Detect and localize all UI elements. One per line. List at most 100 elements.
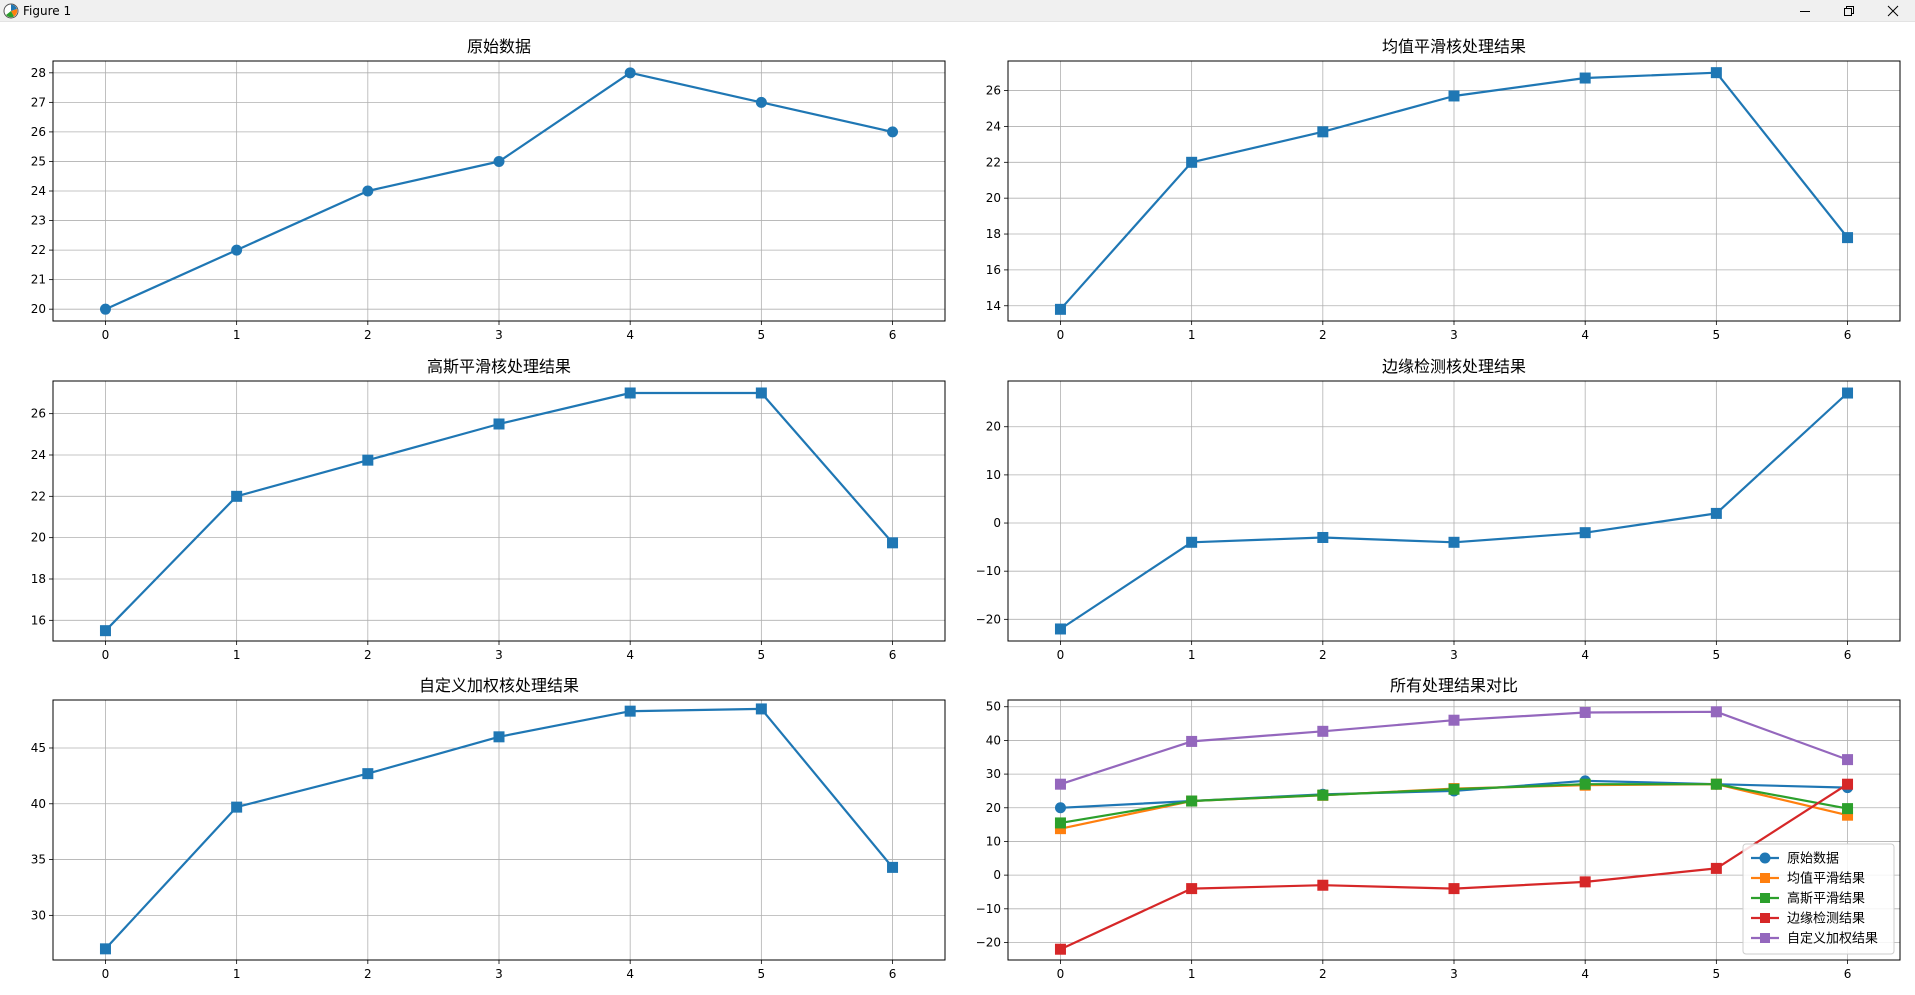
data-point <box>1710 706 1722 718</box>
x-tick-label: 1 <box>1188 328 1196 342</box>
data-point <box>1054 943 1066 955</box>
y-tick-label: 24 <box>31 448 46 462</box>
restore-button[interactable] <box>1827 0 1871 22</box>
x-tick-label: 2 <box>364 328 372 342</box>
legend-entry: 边缘检测结果 <box>1751 912 1865 927</box>
data-point <box>1579 706 1591 718</box>
data-point <box>755 387 767 399</box>
data-point <box>1579 72 1591 84</box>
data-point <box>1054 802 1066 814</box>
y-tick-label: 25 <box>31 154 46 168</box>
x-tick-label: 4 <box>1581 328 1589 342</box>
data-point <box>1448 536 1460 548</box>
y-tick-label: 18 <box>986 227 1001 241</box>
close-button[interactable] <box>1871 0 1915 22</box>
axes-frame <box>52 60 946 322</box>
legend-entry: 自定义加权结果 <box>1751 931 1878 947</box>
x-tick-label: 2 <box>364 648 372 662</box>
legend-marker <box>1760 933 1770 943</box>
y-tick-label: 16 <box>31 613 46 627</box>
y-tick-label: 45 <box>31 741 46 755</box>
data-point <box>1317 725 1329 737</box>
subplot-title: 自定义加权核处理结果 <box>419 676 579 695</box>
data-point <box>1186 536 1198 548</box>
x-tick-label: 3 <box>1450 967 1458 981</box>
x-tick-label: 5 <box>758 967 766 981</box>
data-point <box>493 155 505 167</box>
data-point <box>99 943 111 955</box>
data-point <box>231 244 243 256</box>
y-tick-label: −20 <box>976 935 1001 949</box>
data-point <box>1186 156 1198 168</box>
x-tick-label: 3 <box>1450 648 1458 662</box>
x-tick-label: 5 <box>1713 648 1721 662</box>
data-point <box>99 303 111 315</box>
data-point <box>1579 527 1591 539</box>
data-point <box>362 185 374 197</box>
data-point <box>1710 778 1722 790</box>
data-point <box>493 418 505 430</box>
x-tick-label: 3 <box>495 648 503 662</box>
x-tick-label: 3 <box>495 328 503 342</box>
y-tick-label: 18 <box>31 572 46 586</box>
y-tick-label: 20 <box>986 420 1001 434</box>
data-point <box>493 731 505 743</box>
subplot-4: 边缘检测核处理结果 0 1 2 3 4 5 6 −20 −10 0 10 20 <box>976 357 1901 662</box>
y-tick-label: 22 <box>986 155 1001 169</box>
x-tick-label: 6 <box>1844 967 1852 981</box>
y-tick-label: 21 <box>31 273 46 287</box>
data-point <box>99 625 111 637</box>
subplot-2: 均值平滑核处理结果 0 1 2 3 4 5 6 14 16 18 20 22 24 26 <box>986 37 1901 342</box>
data-point <box>1842 778 1854 790</box>
x-tick-label: 1 <box>1188 648 1196 662</box>
data-point <box>1710 862 1722 874</box>
y-tick-label: 22 <box>31 243 46 257</box>
subplot-title: 高斯平滑核处理结果 <box>427 357 571 376</box>
subplot-title: 边缘检测核处理结果 <box>1382 357 1526 376</box>
data-point <box>1710 67 1722 79</box>
data-point <box>362 768 374 780</box>
data-point <box>887 861 899 873</box>
data-point <box>1186 883 1198 895</box>
y-tick-label: 40 <box>986 733 1001 747</box>
subplot-3: 高斯平滑核处理结果 0 1 2 3 4 5 6 16 18 20 22 24 26 <box>31 357 946 662</box>
x-tick-label: 4 <box>1581 967 1589 981</box>
data-point <box>1317 531 1329 543</box>
x-tick-label: 1 <box>233 967 241 981</box>
x-tick-label: 3 <box>1450 328 1458 342</box>
y-tick-label: 24 <box>31 184 46 198</box>
data-point <box>1317 879 1329 891</box>
data-point <box>1054 817 1066 829</box>
data-point <box>1842 232 1854 244</box>
subplot-title: 所有处理结果对比 <box>1390 676 1518 695</box>
data-point <box>887 126 899 138</box>
x-tick-label: 2 <box>1319 328 1327 342</box>
y-tick-label: 23 <box>31 214 46 228</box>
y-tick-label: 20 <box>31 531 46 545</box>
data-point <box>1054 823 1066 835</box>
window-title: Figure 1 <box>23 4 72 18</box>
x-tick-label: 5 <box>1713 328 1721 342</box>
y-tick-label: 10 <box>986 468 1001 482</box>
y-tick-label: 40 <box>31 797 46 811</box>
y-tick-label: −20 <box>976 612 1001 626</box>
x-tick-label: 6 <box>1844 648 1852 662</box>
x-tick-label: 1 <box>233 648 241 662</box>
legend-entry: 原始数据 <box>1751 852 1839 867</box>
data-point <box>624 705 636 717</box>
data-point <box>1842 754 1854 766</box>
minimize-button[interactable] <box>1783 0 1827 22</box>
data-point <box>1842 809 1854 821</box>
y-tick-label: 24 <box>986 119 1001 133</box>
x-tick-label: 2 <box>1319 648 1327 662</box>
y-tick-label: 35 <box>31 853 46 867</box>
y-tick-label: 0 <box>993 868 1001 882</box>
data-point <box>1054 623 1066 635</box>
data-point <box>1054 303 1066 315</box>
x-tick-label: 1 <box>233 328 241 342</box>
subplot-title: 均值平滑核处理结果 <box>1382 37 1526 56</box>
x-tick-label: 6 <box>889 328 897 342</box>
